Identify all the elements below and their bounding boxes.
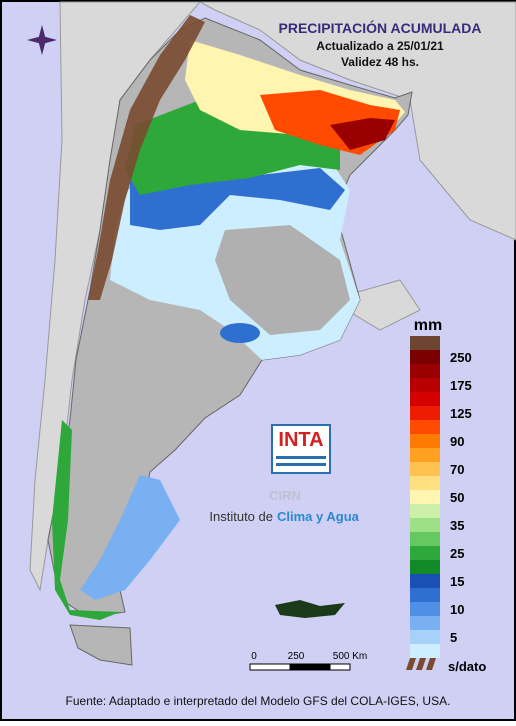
legend-swatch [410,560,440,574]
legend-swatch [410,518,440,532]
legend-swatch [410,644,440,658]
logo-institute-highlight: Clima y Agua [277,509,360,524]
legend: 250 175 125 90 70 50 35 25 15 10 5 [406,336,472,670]
precip-25 [52,420,120,620]
legend-swatch [410,504,440,518]
scale-label: 500 Km [333,651,367,662]
legend-swatch [410,462,440,476]
legend-label: 50 [450,490,464,505]
legend-label: 15 [450,574,464,589]
legend-label: 90 [450,434,464,449]
logo-name: INTA [278,429,323,451]
legend-swatch [410,378,440,392]
tierra-del-fuego [69,624,133,666]
legend-label: 5 [450,630,457,645]
validity: Validez 48 hs. [341,55,419,69]
no-data-area [88,15,205,300]
legend-label: 175 [450,378,472,393]
no-data-label: s/dato [448,659,486,674]
legend-swatch [410,434,440,448]
scale-segment [249,663,291,671]
legend-swatch [410,602,440,616]
legend-label: 125 [450,406,472,421]
scale-segment [329,663,351,671]
legend-swatch [410,546,440,560]
legend-label: 25 [450,546,464,561]
no-data-swatch [406,658,416,670]
precip-10 [80,475,180,600]
no-data-swatch [426,658,436,670]
legend-label: 70 [450,462,464,477]
neighbour-land [60,1,516,241]
logo-center: CIRN [269,488,301,503]
legend-swatch [410,630,440,644]
updated: Actualizado a 25/01/21 [316,39,444,53]
legend-swatch [410,420,440,434]
legend-label: 10 [450,602,464,617]
legend-label: 250 [450,350,472,365]
logo-institute: Instituto de [209,509,273,524]
legend-swatch [410,490,440,504]
precip-15 [220,323,260,343]
scale-label: 0 [251,651,257,662]
scale-label: 250 [288,651,305,662]
legend-swatch [410,532,440,546]
legend-swatch [410,574,440,588]
legend-unit: mm [414,317,442,334]
legend-swatch [410,616,440,630]
legend-swatch [410,448,440,462]
legend-swatch [410,364,440,378]
dry-area [215,225,350,335]
scale-segment [289,663,331,671]
legend-swatch [410,476,440,490]
compass [27,25,57,55]
legend-label: 35 [450,518,464,533]
legend-swatch [410,350,440,364]
title: PRECIPITACIÓN ACUMULADA [279,19,482,36]
legend-swatch [410,336,440,350]
islands [275,600,345,618]
logo-stripe [276,463,326,466]
no-data-swatch [416,658,426,670]
legend-swatch [410,406,440,420]
logo-stripe [276,456,326,459]
legend-swatch [410,588,440,602]
neighbour-land [328,279,421,331]
legend-swatch [410,392,440,406]
precip-175 [330,118,395,150]
footer-source: Fuente: Adaptado e interpretado del Mode… [66,694,451,708]
